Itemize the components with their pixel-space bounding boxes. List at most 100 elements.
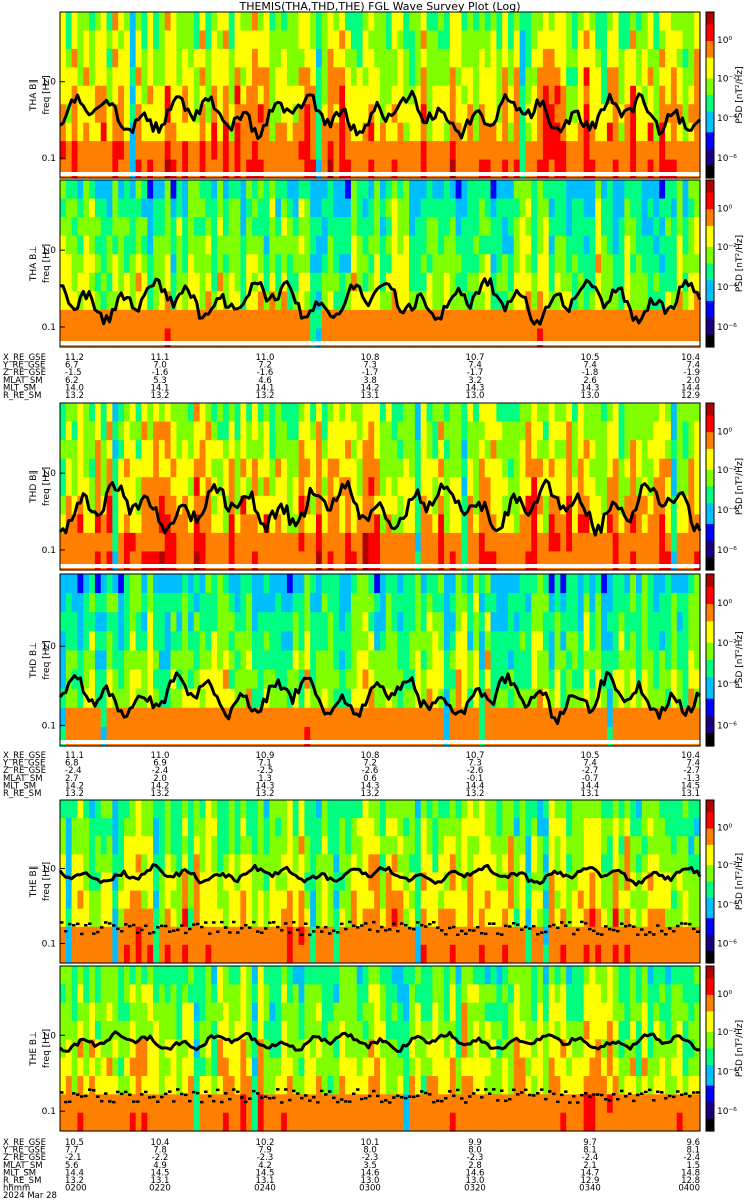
spectral-cell (484, 198, 492, 218)
spectral-cell (333, 12, 340, 32)
colorbar-segment (706, 482, 714, 488)
spectral-cell (391, 944, 399, 964)
spectral-cell (118, 291, 125, 311)
spectral-cell (374, 104, 381, 124)
spectral-cell (269, 836, 276, 855)
spectral-cell (444, 669, 451, 690)
spectral-cell (94, 403, 102, 423)
spectral-cell (432, 890, 439, 910)
spectral-cell (234, 707, 241, 728)
spectral-cell (368, 926, 375, 946)
spectral-cell (554, 726, 561, 747)
spectral-cell (124, 726, 131, 747)
spectral-cell (426, 67, 433, 87)
spectral-cell (240, 67, 247, 87)
spectral-cell (508, 48, 515, 68)
spectral-cell (304, 272, 311, 292)
spectral-cell (467, 872, 474, 892)
spectral-cell (217, 48, 224, 68)
spectral-cell (112, 85, 119, 105)
spectral-cell (508, 707, 515, 728)
spectral-cell (345, 198, 352, 218)
spectral-cell (94, 574, 102, 594)
spectral-cell (560, 631, 567, 652)
spectral-cell (676, 254, 684, 274)
spectral-cell (630, 254, 637, 274)
colorbar-segment (706, 507, 714, 513)
spectral-cell (508, 421, 515, 441)
spectral-cell (531, 800, 538, 819)
spectral-cell (205, 272, 212, 292)
colorbar-segment (706, 490, 714, 496)
spectral-cell (519, 48, 527, 68)
spectral-cell (478, 309, 486, 330)
spectral-cell (193, 551, 201, 571)
spectral-cell (176, 669, 183, 690)
spectral-cell (298, 122, 305, 142)
spectral-cell (217, 532, 224, 553)
colorbar-segment (706, 642, 714, 648)
spectral-cell (589, 612, 596, 632)
spectral-cell (362, 12, 369, 32)
spectral-cell (205, 890, 212, 910)
colorbar-segment (706, 124, 714, 129)
spectral-cell (124, 421, 131, 441)
spectral-cell (252, 104, 259, 124)
spectral-cell (519, 574, 527, 594)
wave-power-line (59, 277, 702, 326)
spectral-cell (205, 800, 212, 819)
spectral-cell (118, 726, 125, 747)
spectral-cell (444, 707, 451, 728)
spectral-cell (548, 104, 556, 124)
spectral-cell (572, 458, 579, 478)
colorbar-segment (706, 741, 714, 747)
spectral-cell (217, 650, 224, 671)
spectral-cell (298, 30, 305, 50)
spectral-cell (519, 254, 527, 274)
spectral-cell (461, 30, 468, 50)
spectral-cell (106, 726, 113, 747)
spectral-cell (612, 707, 620, 728)
spectral-cell (339, 235, 346, 255)
spectral-cell (612, 458, 620, 478)
colorbar-segment (706, 65, 714, 71)
spectral-cell (292, 872, 300, 892)
spectral-cell (519, 612, 527, 632)
spectral-cell (385, 872, 393, 892)
spectral-cell (321, 574, 329, 594)
spectral-cell (426, 818, 433, 837)
spectral-cell (647, 122, 655, 142)
spectral-cell (205, 254, 212, 274)
spectral-cell (467, 612, 474, 632)
spectral-cell (444, 440, 451, 460)
spectral-cell (478, 421, 486, 441)
spectral-cell (269, 328, 276, 348)
spectral-cell (170, 421, 177, 441)
spectral-cell (473, 818, 480, 837)
spectral-cell (356, 159, 364, 179)
spectral-cell (403, 421, 410, 441)
spectral-cell (269, 421, 276, 441)
spectral-cell (164, 67, 172, 87)
spectral-cell (234, 854, 241, 874)
spectral-cell (129, 593, 137, 613)
spectral-cell (612, 612, 620, 632)
spectral-cell (310, 141, 317, 161)
spectral-cell (444, 180, 451, 200)
spectral-cell (304, 403, 311, 423)
spectral-cell (490, 836, 497, 855)
spectral-cell (432, 707, 439, 728)
spectral-cell (467, 726, 474, 747)
spectral-cell (537, 650, 544, 671)
spectral-cell (124, 458, 131, 478)
spectral-cell (129, 944, 137, 964)
spectral-cell (205, 574, 212, 594)
spectral-cell (414, 403, 422, 423)
spectral-cell (659, 104, 666, 124)
spectral-cell (519, 458, 527, 478)
colorbar-segment (706, 677, 714, 683)
spectral-cell (572, 48, 579, 68)
spectral-cell (478, 328, 486, 348)
spectral-cell (286, 800, 294, 819)
